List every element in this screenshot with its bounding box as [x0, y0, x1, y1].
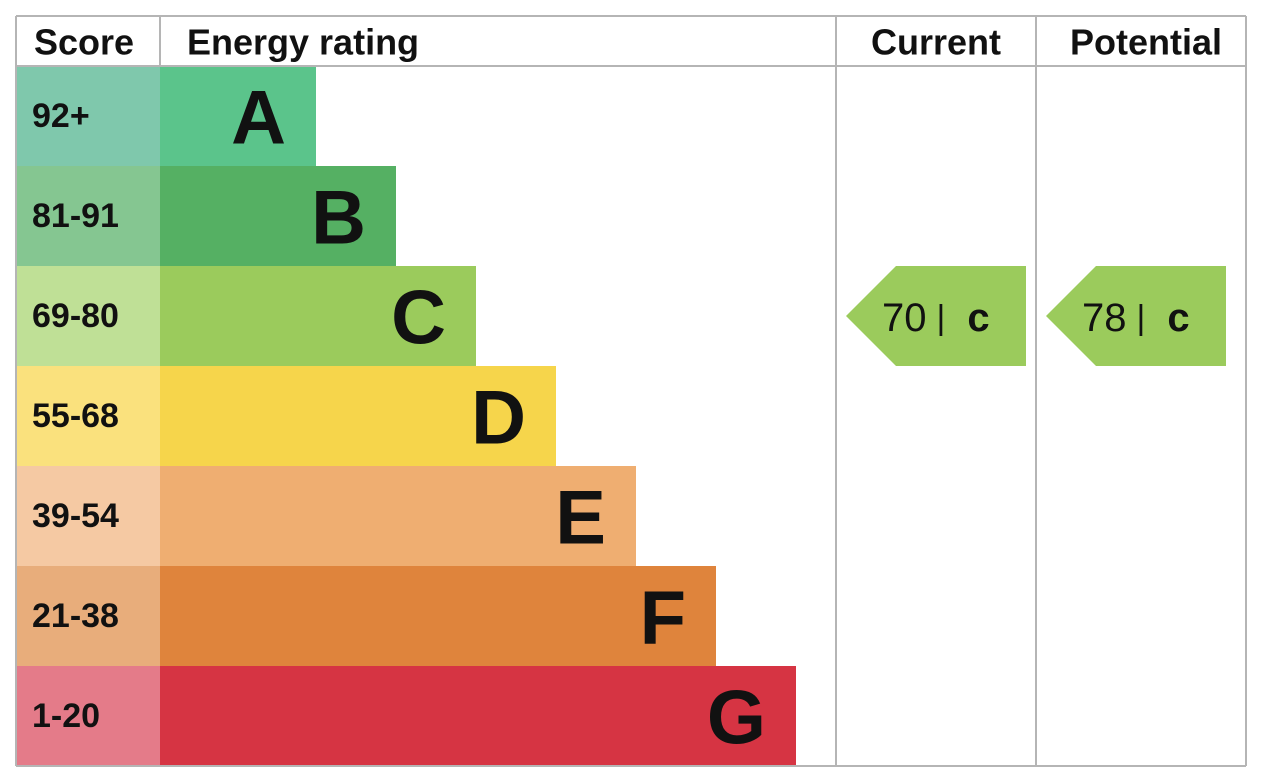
potential-arrow: [1046, 266, 1226, 366]
score-cell: [16, 466, 160, 566]
rating-bar: [160, 266, 476, 366]
score-cell: [16, 166, 160, 266]
score-cell: [16, 666, 160, 766]
current-separator: |: [937, 299, 946, 337]
score-label: 39-54: [32, 497, 119, 535]
rating-letter: A: [231, 76, 286, 161]
current-value: 70: [882, 296, 927, 340]
current-rating: 70 | c: [882, 296, 990, 340]
score-label: 21-38: [32, 597, 119, 635]
score-label: 55-68: [32, 397, 119, 435]
rating-bar: [160, 466, 636, 566]
score-label: 81-91: [32, 197, 119, 235]
score-label: 69-80: [32, 297, 119, 335]
score-header: Score: [34, 22, 134, 63]
rating-bar: [160, 666, 796, 766]
rating-letter: E: [555, 476, 606, 561]
rating-letter: F: [640, 576, 686, 661]
score-label: 1-20: [32, 697, 100, 735]
current-header: Current: [871, 22, 1001, 63]
rating-letter: C: [391, 276, 446, 361]
potential-rating: 78 | c: [1082, 296, 1190, 340]
score-cell: [16, 566, 160, 666]
rating-bar: [160, 566, 716, 666]
score-cell: [16, 66, 160, 166]
rating-letter: B: [311, 176, 366, 261]
rating-bar: [160, 66, 316, 166]
rating-header: Energy rating: [187, 22, 419, 63]
rating-letter: G: [707, 676, 766, 761]
rating-bar: [160, 366, 556, 466]
score-label: 92+: [32, 97, 90, 135]
score-cell: [16, 266, 160, 366]
potential-letter: c: [1167, 296, 1189, 340]
current-letter: c: [967, 296, 989, 340]
potential-value: 78: [1082, 296, 1127, 340]
rating-bar: [160, 166, 396, 266]
rating-letter: D: [471, 376, 526, 461]
potential-header: Potential: [1070, 22, 1222, 63]
potential-separator: |: [1137, 299, 1146, 337]
score-cell: [16, 366, 160, 466]
current-arrow: [846, 266, 1026, 366]
